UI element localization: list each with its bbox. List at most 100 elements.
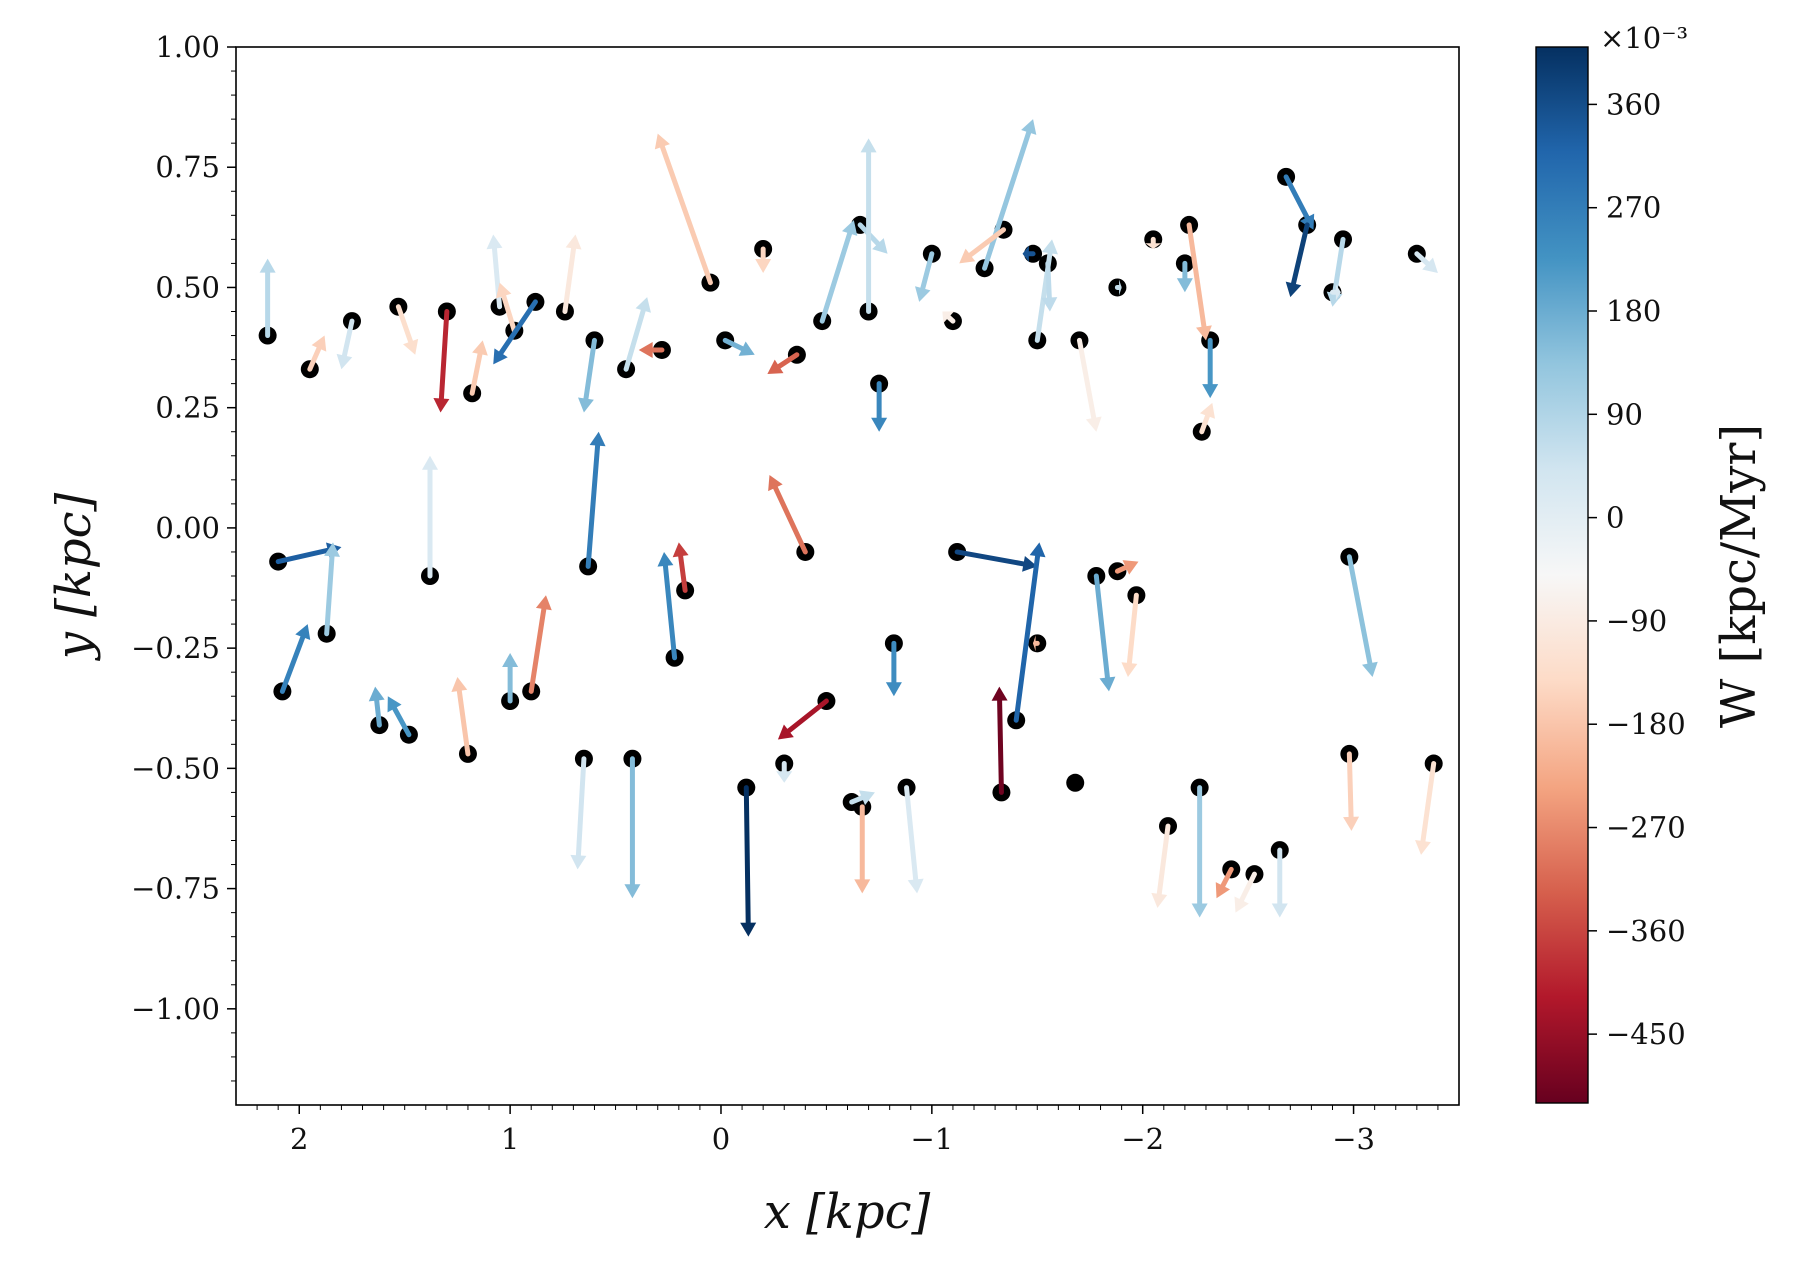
velocity-arrow [341,318,355,359]
colorbar-tick-label: −270 [1606,811,1686,845]
velocity-arrow-head [1033,635,1036,652]
velocity-arrow [1045,260,1052,301]
y-tick-label: 0.50 [155,270,220,304]
velocity-arrow-head [1362,661,1378,677]
y-tick-label: −0.25 [131,631,220,665]
velocity-arrow-head [486,234,503,250]
velocity-arrow-head [496,282,512,299]
velocity-arrow [1290,222,1310,286]
colorbar-tick-label: 180 [1606,294,1661,328]
velocity-arrow [528,606,547,694]
velocity-arrow-head [1085,416,1102,432]
velocity-arrow-head [872,238,888,254]
velocity-arrow [997,698,1004,795]
velocity-arrow-head [1121,662,1138,677]
velocity-arrow [1239,871,1257,903]
y-axis-ticks: 1.00 0.75 0.50 0.25 0.00 −0.25 −0.50 −0.75 −1.00 [131,30,236,1082]
colorbar-tick-label: −360 [1606,914,1686,948]
velocity-arrow-head [1285,281,1302,298]
velocity-arrow [743,785,751,926]
velocity-arrow-head [1215,882,1231,899]
velocity-arrow-head [565,234,582,250]
velocity-arrow [1013,553,1041,723]
velocity-arrow [1076,337,1097,421]
y-tick-label: −0.75 [131,872,220,906]
velocity-arrow-head [336,353,353,370]
velocity-arrow-head [1145,243,1162,249]
y-tick-label: 0.25 [155,391,220,425]
x-axis-ticks: 2 1 0 −1 −2 −3 [256,1105,1439,1156]
velocity-arrow-head [871,417,888,432]
colorbar-tick-label: 360 [1606,87,1661,121]
velocity-arrow-head [1176,278,1193,293]
velocity-arrow [662,563,678,661]
velocity-arrow-head [589,431,606,447]
y-tick-label: −1.00 [131,992,220,1026]
velocity-arrow [954,549,1026,567]
x-tick-label: 1 [501,1122,519,1156]
velocity-arrow-head [1196,325,1212,341]
velocity-arrow [324,553,335,637]
velocity-arrow [392,706,412,738]
velocity-arrow [946,314,956,324]
velocity-arrow [982,129,1032,271]
velocity-arrow [849,795,865,805]
velocity-arrow [374,698,382,728]
x-tick-label: −3 [1332,1122,1375,1156]
velocity-arrow-head [368,686,385,702]
velocity-arrow-head [1335,284,1341,301]
x-tick-label: −1 [910,1122,953,1156]
velocity-arrow [786,698,829,734]
velocity-arrow-head [1234,896,1249,913]
velocity-arrow-head [311,335,327,352]
velocity-arrow-head [768,475,783,492]
velocity-arrow-head [1343,816,1360,831]
velocity-arrow [904,785,919,882]
velocity-arrow-head [451,676,468,692]
velocity-arrow-head [755,259,772,274]
velocity-arrow-head [740,922,757,937]
star-point [1066,773,1085,792]
velocity-arrow-head [624,884,641,899]
velocity-arrow-head [672,542,689,558]
velocity-arrow-head [1021,119,1037,135]
velocity-arrow [1114,564,1129,574]
velocity-arrow [1156,823,1171,897]
velocity-arrow-head [654,133,670,150]
velocity-arrow-head [1099,676,1116,692]
velocity-arrow [678,553,688,593]
velocity-arrow-head [295,624,311,641]
y-tick-label: 0.75 [155,150,220,184]
velocity-arrow [469,351,483,396]
velocity-arrow-head [1029,542,1046,558]
velocity-arrow-head [657,551,674,567]
velocity-arrow-head [535,595,552,611]
velocity-arrow-head [858,790,875,806]
velocity-arrow-head [1151,892,1168,908]
x-axis-label: x [kpc] [764,1184,931,1240]
velocity-arrow [1093,573,1110,681]
velocity-arrow-head [638,341,653,358]
velocity-arrow [1420,761,1437,844]
velocity-arrow [1220,866,1234,889]
velocity-arrow-head [842,220,858,236]
colorbar-label: W [kpc/Myr] [1711,424,1767,728]
velocity-arrow-head [433,398,450,413]
colorbar-tick-label: −450 [1606,1017,1686,1051]
y-tick-label: 1.00 [155,30,220,64]
velocity-arrow [395,304,414,345]
plot-area [235,46,1460,1106]
velocity-arrow [1332,236,1346,296]
velocity-arrow-head [570,854,587,870]
x-tick-label: 0 [712,1122,730,1156]
velocity-arrow [585,443,601,569]
velocity-arrow [498,299,538,356]
x-tick-label: −2 [1121,1122,1164,1156]
velocity-arrow-head [635,297,651,313]
velocity-arrow-head [959,248,976,264]
velocity-arrow-head [502,652,519,667]
velocity-arrow-head [860,138,877,153]
velocity-arrow-head [324,542,341,557]
velocity-arrow-head [885,682,902,697]
